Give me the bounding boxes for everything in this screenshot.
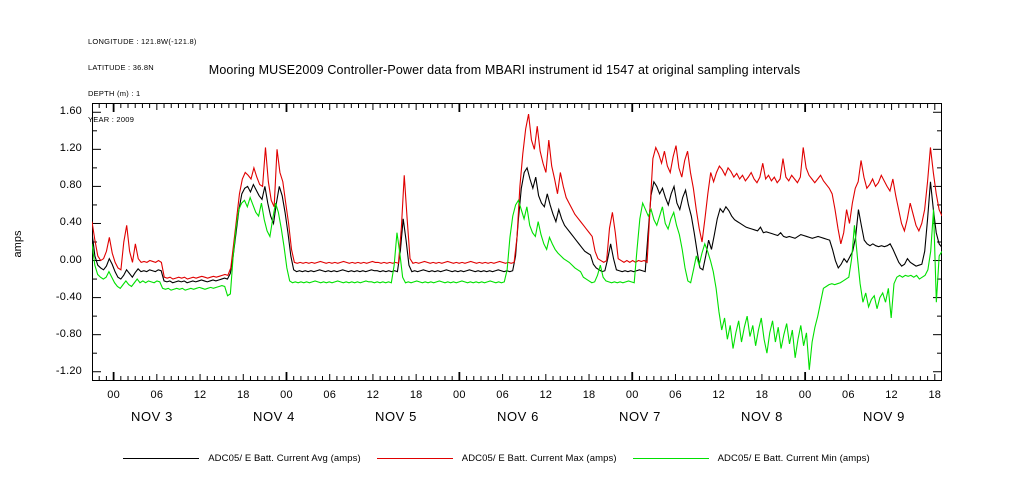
x-tick-label: 00 [453,389,466,401]
legend-line-swatch [376,457,453,459]
x-tick-label: 18 [755,389,769,401]
metadata-latitude: LATITUDE : 36.8N [88,62,154,72]
y-tick-label: -0.80 [55,327,82,340]
x-tick-label: 18 [409,389,423,401]
x-day-label: NOV 4 [252,409,295,424]
legend-label: ADC05/ E Batt. Current Max (amps) [461,452,617,464]
metadata-block: LONGITUDE : 121.8W(-121.8) LATITUDE : 36… [88,21,197,133]
y-tick-label: 0.80 [59,179,82,192]
x-tick-label: 06 [669,389,682,401]
x-day-label: NOV 9 [862,409,905,424]
x-tick-label: 18 [928,389,942,401]
chart-title: Mooring MUSE2009 Controller-Power data f… [208,63,801,77]
x-tick-label: 12 [539,389,553,401]
y-tick-label: 1.20 [59,142,82,155]
x-day-label: NOV 7 [618,409,661,424]
x-day-label: NOV 5 [374,409,417,424]
metadata-depth: DEPTH (m) : 1 [88,88,141,98]
x-tick-label: 00 [280,389,293,401]
x-tick-label: 00 [625,389,639,401]
chart-svg [92,103,942,381]
legend-item: ADC05/ E Batt. Current Max (amps) [376,452,633,464]
chart-legend: ADC05/ E Batt. Current Avg (amps) ADC05/ … [0,448,1009,468]
y-tick-label: 0.00 [59,253,82,266]
y-tick-label: -0.40 [55,290,82,303]
x-day-label: NOV 6 [496,409,539,424]
legend-label: ADC05/ E Batt. Current Avg (amps) [208,452,361,464]
x-tick-label: 18 [236,389,250,401]
legend-line-swatch [632,457,709,459]
x-tick-label: 00 [107,389,120,401]
x-tick-label: 12 [193,389,207,401]
x-tick-label: 18 [582,389,596,401]
y-tick-label: 0.40 [59,216,82,229]
legend-label: ADC05/ E Batt. Current Min (amps) [717,452,870,464]
x-tick-label: 06 [842,389,855,401]
plot-area [92,103,942,381]
y-tick-label: 1.60 [59,105,82,118]
y-axis-title: amps [6,0,28,504]
legend-item: ADC05/ E Batt. Current Avg (amps) [123,453,377,464]
x-tick-label: 12 [885,389,898,401]
x-tick-label: 00 [798,389,812,401]
x-day-label: NOV 8 [740,409,783,424]
x-tick-label: 12 [712,389,725,401]
x-tick-label: 06 [150,389,164,401]
legend-item: ADC05/ E Batt. Current Min (amps) [632,452,886,464]
x-tick-label: 12 [366,389,380,401]
metadata-longitude: LONGITUDE : 121.8W(-121.8) [88,37,197,47]
x-day-label: NOV 3 [130,409,173,424]
x-tick-label: 06 [323,389,337,401]
metadata-year: YEAR : 2009 [88,114,135,124]
x-tick-label: 06 [496,389,509,401]
legend-line-swatch [123,457,200,459]
y-tick-label: -1.20 [55,364,82,377]
